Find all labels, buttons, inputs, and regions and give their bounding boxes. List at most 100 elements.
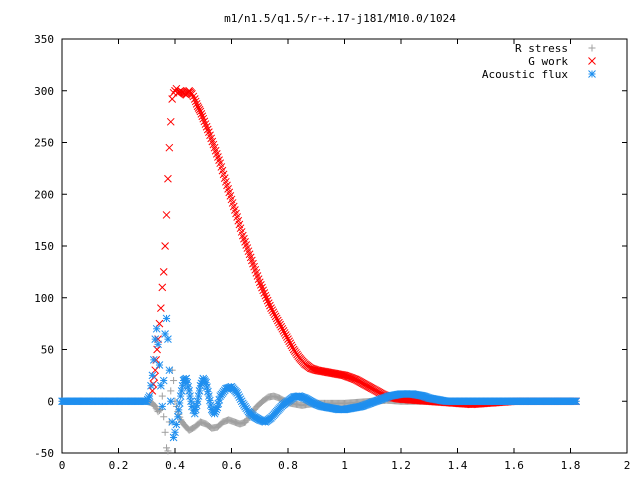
data-point bbox=[164, 335, 172, 344]
data-point bbox=[572, 397, 581, 406]
data-point bbox=[201, 120, 210, 128]
data-point bbox=[159, 268, 168, 276]
data-point bbox=[273, 316, 282, 325]
y-tick-label: -50 bbox=[34, 447, 54, 460]
data-point bbox=[276, 320, 284, 329]
data-point bbox=[204, 387, 212, 396]
data-point bbox=[203, 383, 211, 391]
data-point bbox=[195, 105, 204, 114]
data-point bbox=[166, 397, 175, 406]
series-g-work bbox=[148, 84, 581, 409]
x-tick-label: 0.2 bbox=[109, 459, 129, 472]
data-point bbox=[261, 291, 270, 300]
data-point bbox=[285, 337, 293, 346]
y-tick-label: 250 bbox=[34, 137, 54, 150]
data-point bbox=[157, 304, 165, 312]
data-point bbox=[155, 361, 164, 369]
data-point bbox=[262, 294, 271, 303]
data-point bbox=[283, 333, 291, 341]
axes-ticks: 0 0.2 0.4 0.6 0.8 1 1.2 1.4 1.6 1.8 2 -50 0 50 100 150 2… bbox=[34, 33, 630, 472]
x-tick-label: 1.4 bbox=[448, 459, 468, 472]
data-point bbox=[198, 112, 207, 121]
data-point bbox=[255, 278, 264, 287]
data-point bbox=[203, 125, 212, 134]
data-point bbox=[170, 377, 178, 385]
data-point bbox=[271, 312, 280, 321]
data-point bbox=[165, 143, 174, 152]
data-point bbox=[202, 122, 211, 131]
data-point bbox=[174, 406, 183, 414]
data-point bbox=[159, 376, 168, 385]
data-point bbox=[202, 378, 210, 387]
data-point bbox=[259, 286, 267, 295]
data-point bbox=[154, 340, 162, 349]
data-point bbox=[279, 327, 288, 335]
plot-frame bbox=[61, 38, 628, 454]
data-point bbox=[158, 392, 166, 400]
y-tick-label: 50 bbox=[41, 344, 54, 357]
data-point bbox=[171, 428, 179, 437]
data-point bbox=[272, 314, 281, 323]
data-point bbox=[163, 444, 171, 452]
data-point bbox=[267, 304, 275, 312]
data-point bbox=[158, 402, 167, 411]
data-point bbox=[155, 407, 163, 415]
x-tick-label: 0.8 bbox=[278, 459, 298, 472]
x-tick-label: 2 bbox=[624, 459, 631, 472]
data-point bbox=[161, 428, 169, 436]
data-point bbox=[206, 401, 215, 409]
x-tick-label: 1.8 bbox=[561, 459, 581, 472]
data-point bbox=[263, 296, 272, 305]
x-tick-label: 0.4 bbox=[165, 459, 185, 472]
data-point bbox=[205, 396, 214, 405]
data-point bbox=[164, 447, 172, 455]
legend-label: Acoustic flux bbox=[482, 68, 568, 81]
y-tick-label: 100 bbox=[34, 292, 54, 305]
x-tick-label: 0 bbox=[59, 459, 66, 472]
data-point bbox=[257, 281, 265, 289]
series-acoustic-flux bbox=[58, 314, 581, 442]
series-layer bbox=[58, 84, 581, 455]
y-tick-label: 300 bbox=[34, 85, 54, 98]
data-point bbox=[152, 324, 161, 333]
legend-marker bbox=[588, 70, 596, 78]
data-point bbox=[168, 95, 177, 103]
x-tick-label: 1.2 bbox=[391, 459, 411, 472]
legend-marker bbox=[588, 57, 596, 65]
data-point bbox=[173, 412, 182, 421]
data-point bbox=[160, 413, 168, 421]
data-point bbox=[258, 283, 266, 292]
x-tick-label: 0.6 bbox=[222, 459, 242, 472]
data-point bbox=[280, 329, 289, 337]
data-point bbox=[191, 97, 200, 106]
data-point bbox=[200, 117, 209, 126]
data-point bbox=[287, 341, 296, 350]
data-point bbox=[268, 306, 277, 315]
data-point bbox=[175, 399, 184, 407]
data-point bbox=[205, 392, 213, 400]
data-point bbox=[197, 110, 206, 118]
data-point bbox=[162, 211, 171, 219]
data-point bbox=[281, 331, 290, 339]
data-point bbox=[158, 283, 167, 292]
data-point bbox=[166, 117, 175, 126]
x-tick-label: 1.6 bbox=[504, 459, 524, 472]
data-point bbox=[199, 114, 208, 123]
data-point bbox=[145, 392, 154, 400]
data-point bbox=[288, 343, 297, 352]
legend-label: G work bbox=[528, 55, 568, 68]
legend-marker bbox=[588, 44, 596, 52]
data-point bbox=[270, 310, 279, 319]
data-point bbox=[190, 95, 199, 103]
data-point bbox=[260, 289, 269, 297]
y-tick-label: 200 bbox=[34, 188, 54, 201]
series-r-stress bbox=[58, 366, 580, 455]
y-tick-label: 150 bbox=[34, 240, 54, 253]
data-point bbox=[269, 308, 278, 317]
y-tick-label: 0 bbox=[47, 395, 54, 408]
data-point bbox=[193, 397, 202, 406]
data-point bbox=[161, 242, 169, 250]
legend-label: R stress bbox=[515, 42, 568, 55]
